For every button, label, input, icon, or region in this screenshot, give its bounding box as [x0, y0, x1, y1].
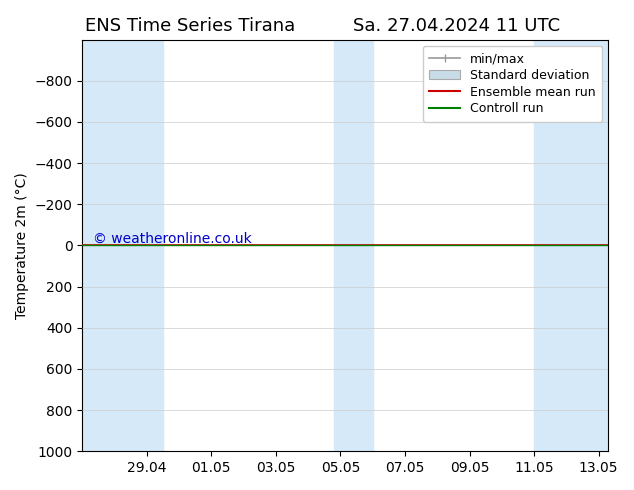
Text: © weatheronline.co.uk: © weatheronline.co.uk [93, 232, 252, 246]
Legend: min/max, Standard deviation, Ensemble mean run, Controll run: min/max, Standard deviation, Ensemble me… [423, 46, 602, 122]
Bar [131, 40, 163, 451]
Bar [553, 40, 608, 451]
Y-axis label: Temperature 2m (°C): Temperature 2m (°C) [15, 172, 29, 319]
Text: Sa. 27.04.2024 11 UTC: Sa. 27.04.2024 11 UTC [353, 17, 560, 35]
Bar [334, 40, 356, 451]
Text: ENS Time Series Tirana: ENS Time Series Tirana [85, 17, 295, 35]
Bar [356, 40, 373, 451]
Bar [534, 40, 553, 451]
Bar [82, 40, 131, 451]
